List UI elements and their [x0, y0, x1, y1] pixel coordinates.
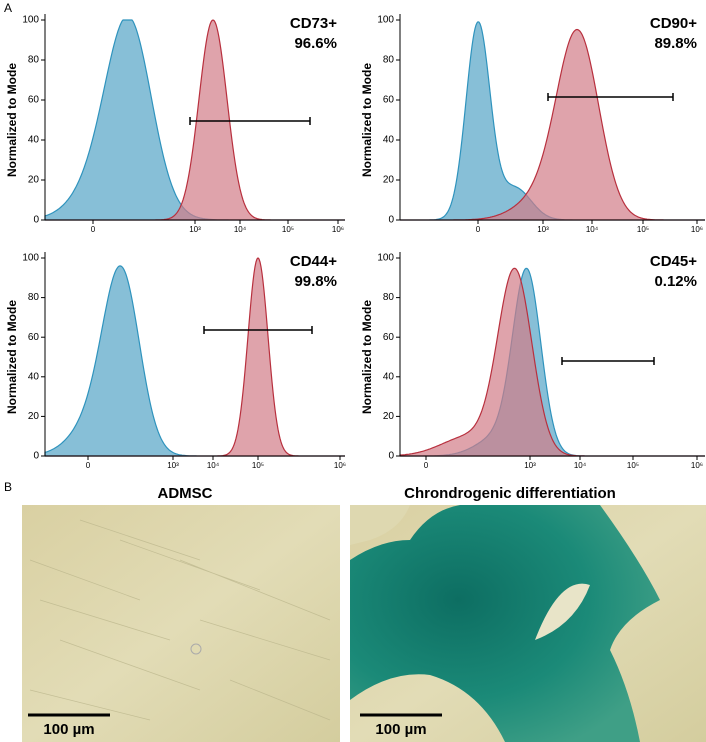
cell-texture	[29, 519, 331, 721]
marker-name: CD44+	[290, 253, 337, 270]
x-tick-label: 10⁵	[627, 461, 639, 470]
stained-tissue	[350, 505, 660, 742]
y-tick-label: 80	[383, 55, 395, 66]
y-tick-label: 0	[33, 215, 39, 226]
y-tick-label: 100	[22, 15, 39, 26]
marker-name: CD45+	[650, 253, 697, 270]
debris	[190, 643, 202, 655]
y-tick-label: 0	[388, 451, 394, 462]
x-tick-label: 10³	[167, 461, 179, 470]
x-tick-label: 10⁶	[332, 225, 344, 234]
y-tick-label: 40	[383, 371, 395, 382]
y-tick-label: 60	[383, 95, 395, 106]
y-axis-label: Normalized to Mode	[5, 63, 19, 177]
y-tick-label: 100	[377, 15, 394, 26]
y-axis-label: Normalized to Mode	[360, 300, 374, 414]
x-tick-label: 10⁵	[282, 225, 294, 234]
micrograph-admsc	[22, 505, 340, 742]
y-tick-label: 40	[383, 135, 395, 146]
histogram-red	[400, 28, 705, 221]
scale-bar-label: 100 µm	[375, 721, 426, 738]
y-tick-label: 60	[383, 332, 395, 343]
x-tick-label: 10⁶	[334, 461, 346, 470]
y-tick-label: 0	[33, 451, 39, 462]
scale-bar-label: 100 µm	[43, 721, 94, 738]
y-tick-label: 60	[28, 332, 40, 343]
y-tick-label: 20	[383, 411, 395, 422]
histogram-blue	[400, 267, 705, 457]
y-tick-label: 60	[28, 95, 40, 106]
x-tick-label: 0	[424, 461, 429, 470]
x-tick-label: 10³	[537, 225, 549, 234]
x-tick-label: 10⁴	[586, 225, 599, 234]
x-tick-label: 10⁴	[207, 461, 220, 470]
x-tick-label: 10⁴	[234, 225, 247, 234]
panel-label: A	[4, 1, 12, 15]
x-tick-label: 0	[91, 225, 96, 234]
y-tick-label: 40	[28, 135, 40, 146]
y-tick-label: 80	[28, 292, 40, 303]
marker-percent: 96.6%	[294, 35, 337, 52]
y-axis-label: Normalized to Mode	[5, 300, 19, 414]
marker-percent: 0.12%	[654, 273, 697, 290]
x-tick-label: 10⁶	[691, 225, 703, 234]
y-tick-label: 20	[28, 175, 40, 186]
y-tick-label: 40	[28, 371, 40, 382]
marker-percent: 89.8%	[654, 35, 697, 52]
background-area	[350, 505, 410, 545]
x-tick-label: 10³	[189, 225, 201, 234]
x-tick-label: 0	[86, 461, 91, 470]
marker-name: CD73+	[290, 15, 337, 32]
y-tick-label: 0	[388, 215, 394, 226]
x-tick-label: 10⁵	[252, 461, 264, 470]
y-tick-label: 80	[383, 292, 395, 303]
micrograph-title: ADMSC	[158, 485, 213, 502]
y-tick-label: 80	[28, 55, 40, 66]
marker-percent: 99.8%	[294, 273, 337, 290]
x-tick-label: 10³	[524, 461, 536, 470]
x-tick-label: 10⁵	[637, 225, 649, 234]
lacuna	[535, 583, 590, 640]
histogram-blue	[44, 265, 345, 457]
y-tick-label: 20	[28, 411, 40, 422]
micrograph-title: Chrondrogenic differentiation	[404, 485, 616, 502]
y-tick-label: 100	[377, 253, 394, 264]
y-axis-label: Normalized to Mode	[360, 63, 374, 177]
x-tick-label: 10⁴	[574, 461, 587, 470]
panel-label: B	[4, 480, 12, 494]
x-tick-label: 0	[476, 225, 481, 234]
marker-name: CD90+	[650, 15, 697, 32]
y-tick-label: 20	[383, 175, 395, 186]
x-tick-label: 10⁶	[691, 461, 703, 470]
y-tick-label: 100	[22, 253, 39, 264]
